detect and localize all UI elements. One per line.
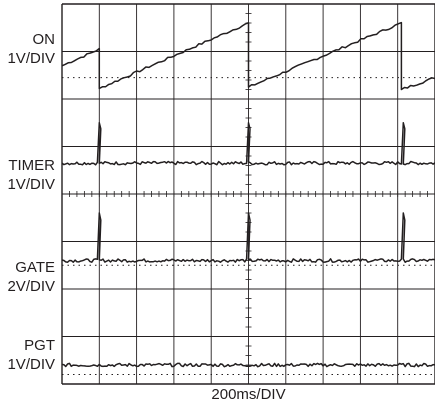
channel-scale-on: 1V/DIV xyxy=(7,50,55,67)
channel-label-gate: GATE 2V/DIV xyxy=(7,258,55,296)
signal-traces xyxy=(61,21,435,368)
channel-label-timer: TIMER 1V/DIV xyxy=(7,156,55,194)
channel-name-timer: TIMER xyxy=(8,157,55,174)
x-axis-scale-label: 200ms/DIV xyxy=(211,386,286,403)
channel-label-pgt: PGT 1V/DIV xyxy=(7,336,55,374)
channel-name-gate: GATE xyxy=(15,259,55,276)
trace-gate xyxy=(61,212,435,263)
channel-name-pgt: PGT xyxy=(24,337,55,354)
channel-label-on: ON 1V/DIV xyxy=(7,30,55,68)
channel-scale-timer: 1V/DIV xyxy=(7,176,55,193)
channel-name-on: ON xyxy=(32,31,56,48)
trace-pgt xyxy=(61,362,435,368)
trace-timer xyxy=(61,122,435,166)
channel-scale-pgt: 1V/DIV xyxy=(7,356,55,373)
channel-scale-gate: 2V/DIV xyxy=(7,278,55,295)
trace-on xyxy=(61,21,435,91)
